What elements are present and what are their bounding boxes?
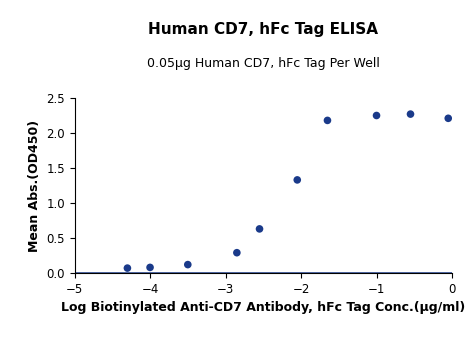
Point bbox=[123, 265, 131, 271]
Point bbox=[146, 265, 154, 270]
Point bbox=[324, 118, 331, 123]
Y-axis label: Mean Abs.(OD450): Mean Abs.(OD450) bbox=[27, 119, 41, 252]
Title: 0.05μg Human CD7, hFc Tag Per Well: 0.05μg Human CD7, hFc Tag Per Well bbox=[147, 57, 380, 70]
Point bbox=[256, 226, 263, 232]
Point bbox=[445, 116, 452, 121]
Text: Human CD7, hFc Tag ELISA: Human CD7, hFc Tag ELISA bbox=[148, 22, 378, 37]
Point bbox=[184, 262, 192, 267]
Point bbox=[233, 250, 240, 255]
X-axis label: Log Biotinylated Anti-CD7 Antibody, hFc Tag Conc.(μg/ml): Log Biotinylated Anti-CD7 Antibody, hFc … bbox=[61, 301, 466, 314]
Point bbox=[294, 177, 301, 183]
Point bbox=[373, 113, 380, 118]
Point bbox=[407, 111, 414, 117]
